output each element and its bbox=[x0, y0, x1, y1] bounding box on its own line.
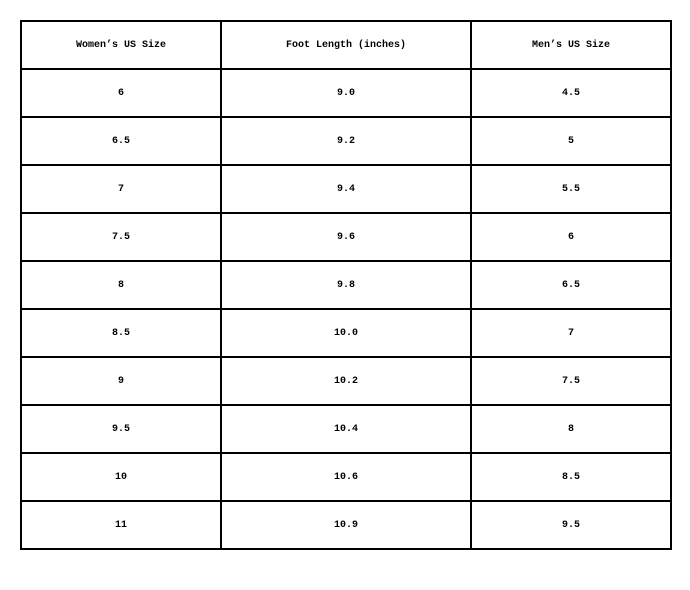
header-row: Women’s US Size Foot Length (inches) Men’s… bbox=[20, 20, 672, 70]
table-cell: 8 bbox=[470, 404, 672, 454]
table-row: 11 10.9 9.5 bbox=[20, 500, 672, 550]
table-cell: 9.0 bbox=[220, 68, 472, 118]
table-cell: 6.5 bbox=[470, 260, 672, 310]
table-cell: 8.5 bbox=[470, 452, 672, 502]
table-cell: 9.2 bbox=[220, 116, 472, 166]
header-cell: Foot Length (inches) bbox=[220, 20, 472, 70]
table-cell: 6 bbox=[470, 212, 672, 262]
table-cell: 7.5 bbox=[20, 212, 222, 262]
table-cell: 9.5 bbox=[20, 404, 222, 454]
table-cell: 10.6 bbox=[220, 452, 472, 502]
table-row: 9.5 10.4 8 bbox=[20, 404, 672, 454]
table-cell: 5.5 bbox=[470, 164, 672, 214]
table-row: 6 9.0 4.5 bbox=[20, 68, 672, 118]
table-cell: 9.6 bbox=[220, 212, 472, 262]
table-cell: 10.9 bbox=[220, 500, 472, 550]
table-cell: 9.4 bbox=[220, 164, 472, 214]
table-cell: 6 bbox=[20, 68, 222, 118]
table-body: 6 9.0 4.5 6.5 9.2 5 7 9.4 5.5 7.5 9.6 6 8 9.8 6.5 8.5 10… bbox=[20, 68, 672, 550]
table-cell: 5 bbox=[470, 116, 672, 166]
header-cell: Women’s US Size bbox=[20, 20, 222, 70]
size-table: Women’s US Size Foot Length (inches) Men’s… bbox=[20, 20, 672, 550]
table-row: 9 10.2 7.5 bbox=[20, 356, 672, 406]
table-cell: 10.2 bbox=[220, 356, 472, 406]
header-cell: Men’s US Size bbox=[470, 20, 672, 70]
table-row: 8 9.8 6.5 bbox=[20, 260, 672, 310]
table-row: 7 9.4 5.5 bbox=[20, 164, 672, 214]
table-cell: 11 bbox=[20, 500, 222, 550]
table-cell: 10.0 bbox=[220, 308, 472, 358]
table-row: 7.5 9.6 6 bbox=[20, 212, 672, 262]
table-row: 10 10.6 8.5 bbox=[20, 452, 672, 502]
table-cell: 9 bbox=[20, 356, 222, 406]
table-cell: 10.4 bbox=[220, 404, 472, 454]
table-header: Women’s US Size Foot Length (inches) Men’s… bbox=[20, 20, 672, 70]
table-cell: 8.5 bbox=[20, 308, 222, 358]
table-cell: 6.5 bbox=[20, 116, 222, 166]
table-row: 6.5 9.2 5 bbox=[20, 116, 672, 166]
table-cell: 9.5 bbox=[470, 500, 672, 550]
table-cell: 7.5 bbox=[470, 356, 672, 406]
table-cell: 10 bbox=[20, 452, 222, 502]
table-cell: 8 bbox=[20, 260, 222, 310]
table-cell: 4.5 bbox=[470, 68, 672, 118]
table-cell: 7 bbox=[20, 164, 222, 214]
table-row: 8.5 10.0 7 bbox=[20, 308, 672, 358]
table-cell: 7 bbox=[470, 308, 672, 358]
table-cell: 9.8 bbox=[220, 260, 472, 310]
